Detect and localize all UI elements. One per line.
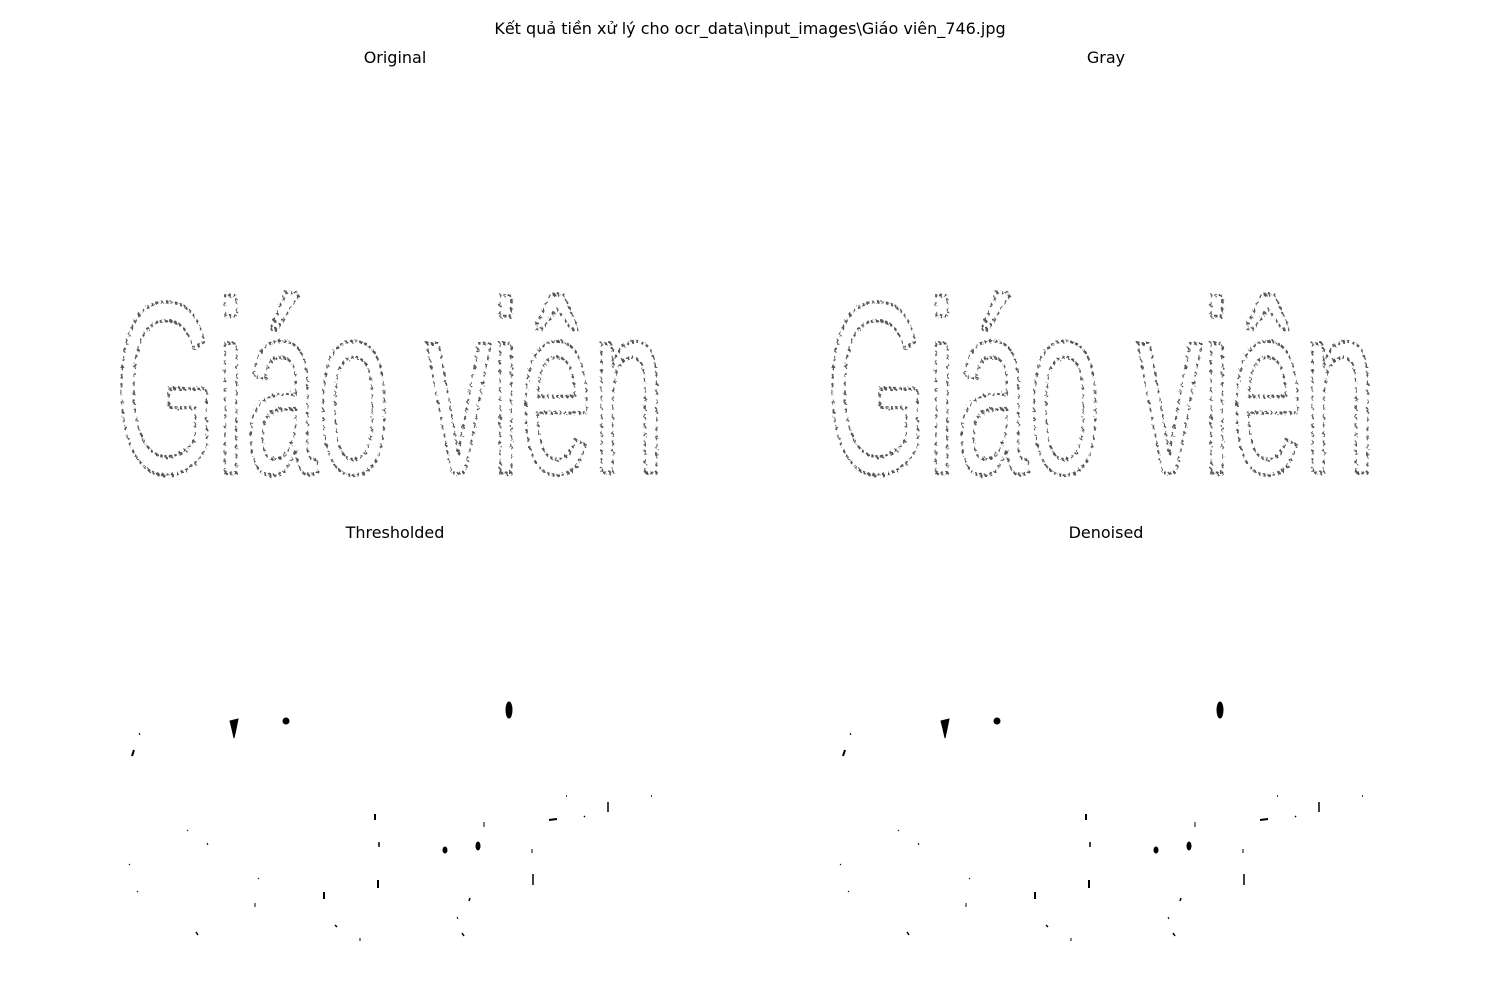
panel-gray-image: Giáo viên — [826, 78, 1396, 519]
panel-original-image: Giáo viên — [115, 78, 685, 519]
panel-title-original: Original — [363, 48, 427, 67]
original-word: Giáo viên — [115, 251, 665, 518]
gray-word: Giáo viên — [826, 251, 1376, 518]
figure-title: Kết quả tiền xử lý cho ocr_data\input_im… — [494, 19, 1006, 38]
panel-title-thresholded: Thresholded — [345, 523, 445, 542]
panel-title-denoised: Denoised — [1068, 523, 1144, 542]
panel-denoised-image — [826, 555, 1396, 955]
thresholded-speckles — [128, 701, 652, 941]
denoised-speckles — [839, 701, 1363, 941]
panel-thresholded-image — [115, 555, 685, 955]
panel-title-gray: Gray — [1086, 48, 1126, 67]
